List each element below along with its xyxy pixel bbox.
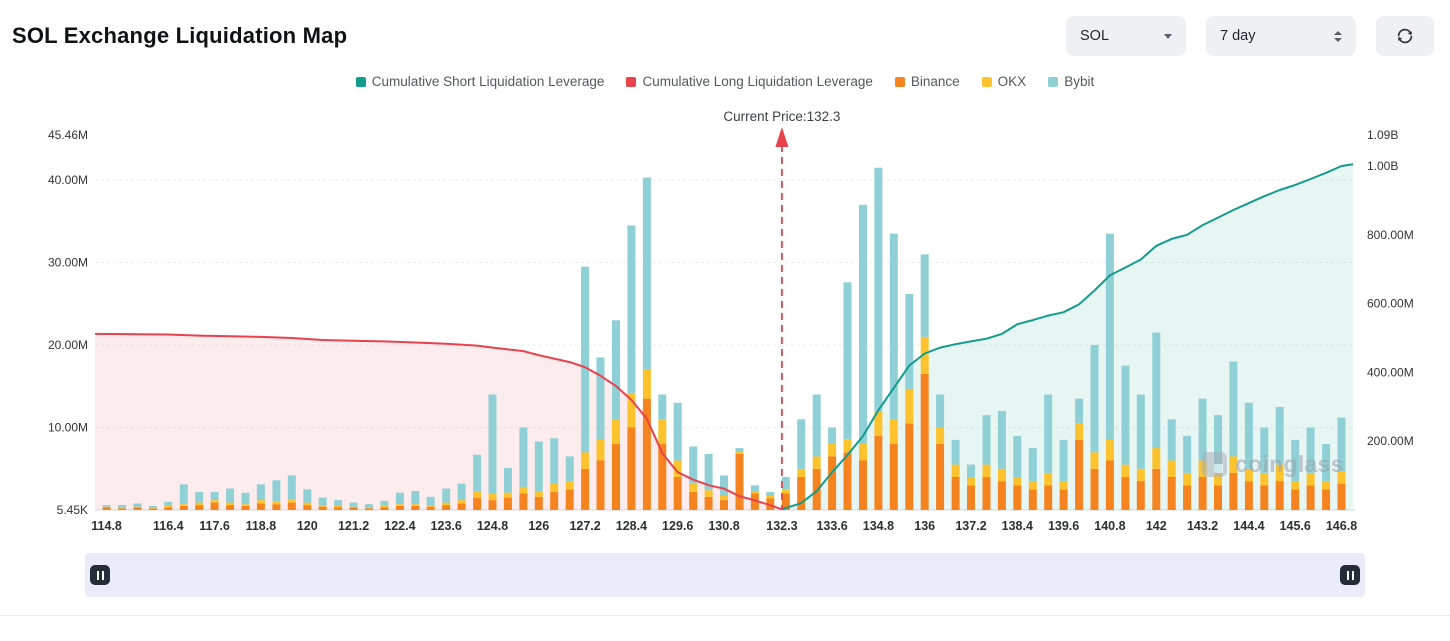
svg-text:1.09B: 1.09B <box>1367 128 1398 142</box>
svg-text:20.00M: 20.00M <box>48 338 88 352</box>
svg-text:138.4: 138.4 <box>1002 519 1033 533</box>
svg-text:143.2: 143.2 <box>1187 519 1218 533</box>
legend-label: Bybit <box>1064 74 1095 89</box>
svg-text:5.45K: 5.45K <box>57 503 88 517</box>
slider-right-handle[interactable] <box>1340 565 1360 585</box>
liquidation-chart[interactable]: Current Price:132.3 45.46M 40.00M 30.00M 20.… <box>0 89 1450 539</box>
chevron-down-icon <box>1164 33 1172 39</box>
svg-text:128.4: 128.4 <box>616 519 647 533</box>
legend-label: OKX <box>997 74 1027 89</box>
svg-text:800.00M: 800.00M <box>1367 228 1414 242</box>
svg-text:45.46M: 45.46M <box>48 128 88 142</box>
legend-item-cumulative-short-liquidation-leverage[interactable]: Cumulative Short Liquidation Leverage <box>355 74 605 89</box>
legend-item-bybit[interactable]: Bybit <box>1048 74 1094 89</box>
header: SOL Exchange Liquidation Map SOL 7 day <box>0 0 1450 60</box>
step-up-icon <box>1334 30 1342 35</box>
legend-label: Cumulative Long Liquidation Leverage <box>642 74 873 89</box>
symbol-select-value: SOL <box>1080 28 1110 44</box>
legend-swatch <box>1048 76 1059 87</box>
legend-swatch <box>355 76 366 87</box>
svg-text:139.6: 139.6 <box>1048 519 1079 533</box>
svg-text:40.00M: 40.00M <box>48 173 88 187</box>
svg-text:136: 136 <box>914 519 935 533</box>
svg-text:10.00M: 10.00M <box>48 421 88 435</box>
legend-label: Cumulative Short Liquidation Leverage <box>371 74 605 89</box>
svg-text:137.2: 137.2 <box>955 519 986 533</box>
svg-text:200.00M: 200.00M <box>1367 434 1414 448</box>
svg-text:114.8: 114.8 <box>91 519 122 533</box>
legend-label: Binance <box>910 74 960 89</box>
svg-text:116.4: 116.4 <box>153 519 184 533</box>
up-down-stepper-icon <box>1334 30 1342 42</box>
legend-swatch <box>981 76 992 87</box>
header-controls: SOL 7 day <box>1066 16 1434 56</box>
legend-item-binance[interactable]: Binance <box>894 74 960 89</box>
card-bottom-edge <box>0 615 1450 616</box>
page-title: SOL Exchange Liquidation Map <box>12 23 348 48</box>
legend-item-okx[interactable]: OKX <box>981 74 1027 89</box>
svg-text:123.6: 123.6 <box>431 519 462 533</box>
svg-text:120: 120 <box>297 519 318 533</box>
svg-text:133.6: 133.6 <box>816 519 847 533</box>
svg-text:122.4: 122.4 <box>384 519 415 533</box>
refresh-button[interactable] <box>1376 16 1434 56</box>
svg-text:1.00B: 1.00B <box>1367 159 1398 173</box>
svg-text:124.8: 124.8 <box>477 519 508 533</box>
legend-item-cumulative-long-liquidation-leverage[interactable]: Cumulative Long Liquidation Leverage <box>626 74 873 89</box>
svg-text:30.00M: 30.00M <box>48 256 88 270</box>
legend-swatch <box>894 76 905 87</box>
svg-text:600.00M: 600.00M <box>1367 297 1414 311</box>
svg-text:127.2: 127.2 <box>569 519 600 533</box>
svg-text:121.2: 121.2 <box>338 519 369 533</box>
svg-text:118.8: 118.8 <box>246 519 277 533</box>
svg-text:140.8: 140.8 <box>1094 519 1125 533</box>
svg-text:130.8: 130.8 <box>708 519 739 533</box>
svg-text:132.3: 132.3 <box>766 519 797 533</box>
svg-text:Current Price:132.3: Current Price:132.3 <box>723 109 840 124</box>
svg-text:145.6: 145.6 <box>1280 519 1311 533</box>
svg-text:117.6: 117.6 <box>199 519 230 533</box>
svg-text:142: 142 <box>1146 519 1167 533</box>
timeframe-select[interactable]: 7 day <box>1206 16 1356 56</box>
range-slider[interactable] <box>85 553 1365 597</box>
chart-legend: Cumulative Short Liquidation Leverage Cum… <box>0 74 1450 89</box>
svg-text:146.8: 146.8 <box>1326 519 1357 533</box>
slider-left-handle[interactable] <box>90 565 110 585</box>
svg-text:129.6: 129.6 <box>662 519 693 533</box>
step-down-icon <box>1334 37 1342 42</box>
svg-text:134.8: 134.8 <box>863 519 894 533</box>
svg-text:400.00M: 400.00M <box>1367 365 1414 379</box>
svg-text:126: 126 <box>528 519 549 533</box>
symbol-select[interactable]: SOL <box>1066 16 1186 56</box>
timeframe-select-value: 7 day <box>1220 28 1256 44</box>
legend-swatch <box>626 76 637 87</box>
refresh-icon <box>1394 25 1416 47</box>
chart-area: coinglass Current Price:132.3 45.46M 40.00… <box>0 89 1450 539</box>
svg-text:144.4: 144.4 <box>1233 519 1264 533</box>
